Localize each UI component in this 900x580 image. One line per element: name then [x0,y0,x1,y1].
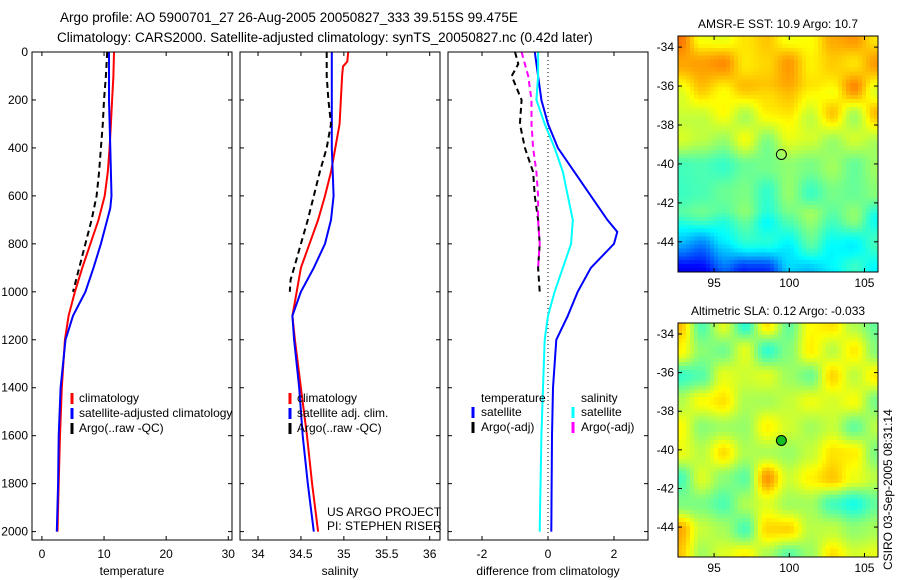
y-tick-label: 0 [21,45,28,59]
y-tick-label: -42 [657,196,675,210]
x-tick-label: 105 [854,561,874,575]
x-tick-label: 34 [251,547,265,561]
difference-panel: -2 0 2 difference from climatology temperatu… [447,51,649,578]
sst-panel: 95 100 105 -34 -36 -38 -40 -42 -44 AMSR-E SST: 10… [657,17,879,290]
x-tick-label: 35.5 [375,547,399,561]
sst-axes-box [677,35,879,273]
project-annotation: US ARGO PROJECT [327,505,442,519]
legend-label: satellite [581,405,622,419]
y-tick-label: 800 [8,237,28,251]
difference-series-salinity-argo-adj- [520,51,541,268]
sla-axes-box [677,322,879,558]
x-tick-label: 100 [779,561,799,575]
y-tick-label: 1400 [1,381,28,395]
y-tick-label: 600 [8,189,28,203]
legend-label: Argo(-adj) [481,420,534,434]
x-tick-label: 20 [159,547,173,561]
y-tick-label: -34 [657,40,675,54]
temperature-axes-box [31,51,233,541]
y-tick-label: 200 [8,93,28,107]
difference-xlabel: difference from climatology [476,564,619,578]
salinity-series-climatology [291,51,350,532]
salinity-xlabel: salinity [322,564,359,578]
y-tick-label: 1000 [1,285,28,299]
salinity-series-argo-raw-qc- [288,52,333,292]
y-tick-label: -36 [657,79,675,93]
temperature-panel: 0 10 20 30 0 200 400 600 800 1000 1200 1400 1600 1800… [1,45,235,578]
x-tick-label: 10 [97,547,111,561]
legend-label: satellite [481,405,522,419]
sla-title: Altimetric SLA: 0.12 Argo: -0.033 [691,304,865,318]
temperature-series-climatology [56,51,115,532]
x-tick-label: 35 [337,547,351,561]
y-tick-label: 1600 [1,429,28,443]
y-tick-label: -42 [657,481,675,495]
sla-panel: 95 100 105 -34 -36 -38 -40 -42 -44 Altimetric SLA… [657,304,879,575]
y-tick-label: -38 [657,404,675,418]
legend-label: Argo(..raw -QC) [297,421,382,435]
temperature-series-argo-raw-qc- [72,51,109,293]
y-tick-label: -40 [657,443,675,457]
x-tick-label: 0 [39,547,46,561]
x-tick-label: 95 [707,561,721,575]
x-tick-label: 0 [545,547,552,561]
difference-series-temperature-satellite [533,51,619,532]
x-tick-label: -2 [477,547,488,561]
profile-location-marker [775,434,787,446]
y-tick-label: -44 [657,235,675,249]
legend-label: Argo(-adj) [581,420,634,434]
y-tick-label: 1200 [1,333,28,347]
figure-title-line1: Argo profile: AO 5900701_27 26-Aug-2005 … [60,10,518,25]
salinity-axes-box [239,51,441,541]
x-tick-label: 100 [779,276,799,290]
y-tick-label: -36 [657,366,675,380]
legend-label: satellite adj. clim. [297,406,388,420]
sst-map-image [678,36,878,272]
project-annotation: PI: STEPHEN RISER [327,519,442,533]
y-tick-label: -34 [657,327,675,341]
figure-title-line2: Climatology: CARS2000. Satellite-adjuste… [57,30,593,45]
y-tick-label: 400 [8,141,28,155]
temperature-series-satellite-adjusted-climatology [55,52,113,532]
y-tick-label: -44 [657,520,675,534]
difference-series-temperature-argo-adj- [510,51,541,292]
x-tick-label: 95 [707,276,721,290]
legend-label: satellite-adjusted climatology [79,406,232,420]
profile-location-marker [775,148,787,160]
x-tick-label: 34.5 [289,547,313,561]
legend-heading: temperature [481,391,546,405]
legend-label: climatology [297,391,357,405]
x-tick-label: 2 [611,547,618,561]
side-stamp: CSIRO 03-Sep-2005 08:31:14 [881,409,895,570]
legend-label: climatology [79,391,139,405]
difference-series-salinity-satellite [535,52,574,532]
difference-axes-box [447,51,649,541]
salinity-series-satellite-adj-clim- [291,52,335,532]
temperature-xlabel: temperature [100,564,165,578]
x-tick-label: 36 [423,547,437,561]
y-tick-label: -40 [657,157,675,171]
x-tick-label: 105 [854,276,874,290]
y-tick-label: -38 [657,118,675,132]
y-tick-label: 2000 [1,525,28,539]
legend-heading: salinity [581,391,618,405]
legend-label: Argo(..raw -QC) [79,421,164,435]
y-tick-label: 1800 [1,477,28,491]
x-tick-label: 30 [222,547,236,561]
salinity-panel: 34 34.5 35 35.5 36 salinity climatologysatelli… [239,51,442,578]
sst-title: AMSR-E SST: 10.9 Argo: 10.7 [698,17,858,31]
